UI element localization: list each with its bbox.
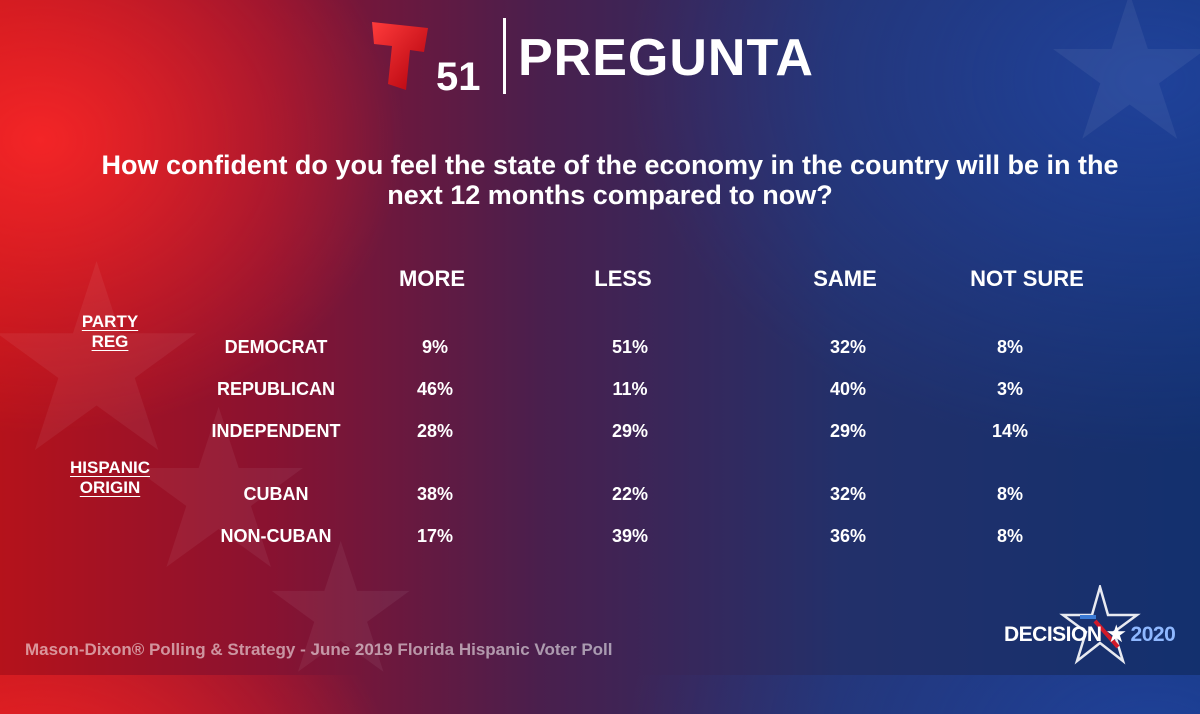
decision-2020-label: DECISION ★ 2020 — [1004, 622, 1176, 647]
background-star-icon: ★ — [0, 209, 214, 511]
group-label-line: REG — [91, 332, 129, 351]
header-divider — [503, 18, 506, 94]
data-cell: 29% — [829, 421, 867, 441]
data-cell: 32% — [829, 337, 867, 357]
data-cell: 8% — [996, 337, 1024, 357]
data-cell: 46% — [416, 379, 454, 399]
data-cell: 28% — [416, 421, 454, 441]
data-cell: 22% — [611, 484, 649, 504]
row-label: REPUBLICAN — [216, 379, 336, 399]
group-label-line: ORIGIN — [79, 478, 141, 497]
column-header: MORE — [399, 266, 465, 291]
data-cell: 40% — [829, 379, 867, 399]
group-label-line: PARTY — [81, 312, 139, 331]
data-cell: 8% — [996, 484, 1024, 504]
data-cell: 11% — [612, 379, 648, 399]
decision-year: 2020 — [1130, 623, 1176, 646]
telemundo-51-logo: 51 — [372, 22, 481, 98]
source-footer: Mason-Dixon® Polling & Strategy - June 2… — [25, 640, 613, 659]
column-header: SAME — [813, 266, 877, 291]
data-cell: 9% — [421, 337, 449, 357]
group-label-line: HISPANIC — [70, 458, 150, 477]
data-cell: 32% — [829, 484, 867, 504]
star-icon: ★ — [1106, 623, 1126, 646]
row-label: CUBAN — [243, 484, 309, 504]
data-cell: 3% — [996, 379, 1024, 399]
data-cell: 39% — [611, 526, 649, 546]
group-label: HISPANIC ORIGIN — [70, 458, 150, 498]
group-label: PARTY REG — [82, 312, 138, 352]
data-cell: 36% — [829, 526, 867, 546]
column-header: LESS — [594, 266, 652, 291]
decision-2020-star-logo — [1059, 585, 1141, 665]
background-star-icon: ★ — [260, 505, 422, 714]
data-cell: 29% — [611, 421, 649, 441]
decision-word: DECISION — [1004, 623, 1102, 646]
data-cell: 8% — [996, 526, 1024, 546]
background-star-icon: ★ — [1040, 0, 1200, 186]
logo-number: 51 — [436, 55, 481, 98]
data-cell: 14% — [991, 421, 1029, 441]
column-header: NOT SURE — [970, 266, 1084, 291]
data-cell: 17% — [416, 526, 454, 546]
row-label: DEMOCRAT — [224, 337, 328, 357]
data-cell: 51% — [611, 337, 649, 357]
header-title: PREGUNTA — [518, 29, 814, 87]
row-label: NON-CUBAN — [220, 526, 332, 546]
data-cell: 38% — [416, 484, 454, 504]
row-label: INDEPENDENT — [211, 421, 341, 441]
question-title: How confident do you feel the state of t… — [101, 150, 1119, 210]
